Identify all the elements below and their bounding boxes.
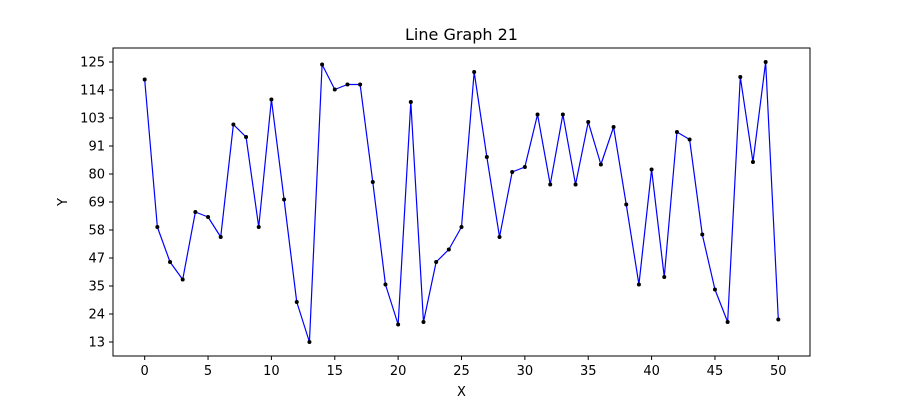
data-point [168,260,173,264]
y-tick-label: 125 [80,56,105,71]
data-point [269,97,274,102]
data-point [396,322,401,327]
data-point [155,225,160,229]
x-tick-label: 25 [453,364,470,379]
data-point [586,120,591,124]
x-tick-label: 10 [263,364,280,379]
x-tick-label: 15 [326,364,343,379]
data-point [763,60,768,64]
data-point [472,70,477,74]
data-point [256,225,261,229]
data-point [674,130,679,134]
data-point [573,182,578,187]
x-tick-label: 45 [707,364,724,379]
data-point [560,112,565,117]
y-tick-label: 80 [88,168,105,183]
data-point [244,135,249,139]
x-tick-label: 35 [580,364,597,379]
data-point [624,202,629,207]
data-point [294,300,299,304]
chart-title: Line Graph 21 [405,25,518,44]
data-point [434,260,439,264]
series-line [144,61,779,343]
data-point [598,162,603,167]
plot-frame [112,47,811,357]
x-tick-label: 40 [643,364,660,379]
data-point [712,287,717,292]
y-tick-label: 114 [80,84,105,99]
data-point [421,320,426,324]
data-point [231,122,236,127]
y-tick-label: 69 [88,196,105,211]
x-tick-label: 50 [770,364,787,379]
y-tick-label: 91 [88,140,105,155]
data-point [206,215,211,219]
data-point [636,282,641,287]
data-point [662,275,667,279]
data-point [687,137,692,142]
data-point [700,232,705,237]
data-point [370,180,375,184]
y-tick-label: 58 [88,224,105,239]
data-point [522,165,527,169]
data-point [320,62,325,67]
data-point [738,75,743,79]
data-point [142,77,147,82]
x-tick-label: 5 [204,364,212,379]
data-point [548,182,553,187]
x-tick-label: 30 [517,364,534,379]
x-tick-label: 20 [390,364,407,379]
x-tick-label: 0 [141,364,149,379]
y-tick-label: 24 [88,308,105,323]
data-point [383,282,388,287]
y-tick-label: 47 [88,252,105,267]
y-tick-label: 35 [88,280,105,295]
x-axis-label: X [457,385,466,400]
data-point [358,82,363,87]
data-point [307,340,312,344]
data-point [776,317,781,322]
axis-ticks: 0 5 10 15 20 25 30 35 40 45 50 13 24 35 47 58 69 80 91 103 1… [80,56,786,380]
data-point [193,210,198,214]
data-point [725,320,730,324]
y-axis-label: Y [56,198,71,207]
data-point [459,225,464,229]
data-point [497,235,502,239]
data-point [484,155,489,159]
data-point [408,100,413,104]
data-point [345,82,350,87]
data-point [510,170,515,174]
data-point [750,160,755,164]
series-layer [142,60,781,344]
data-point [446,247,451,252]
y-tick-label: 103 [80,112,105,127]
data-point [332,87,337,92]
data-point [649,167,654,172]
data-point [218,235,223,239]
data-point [180,277,185,282]
y-tick-label: 13 [88,336,105,351]
data-point [535,112,540,117]
data-point [611,125,616,129]
data-point [282,197,287,202]
